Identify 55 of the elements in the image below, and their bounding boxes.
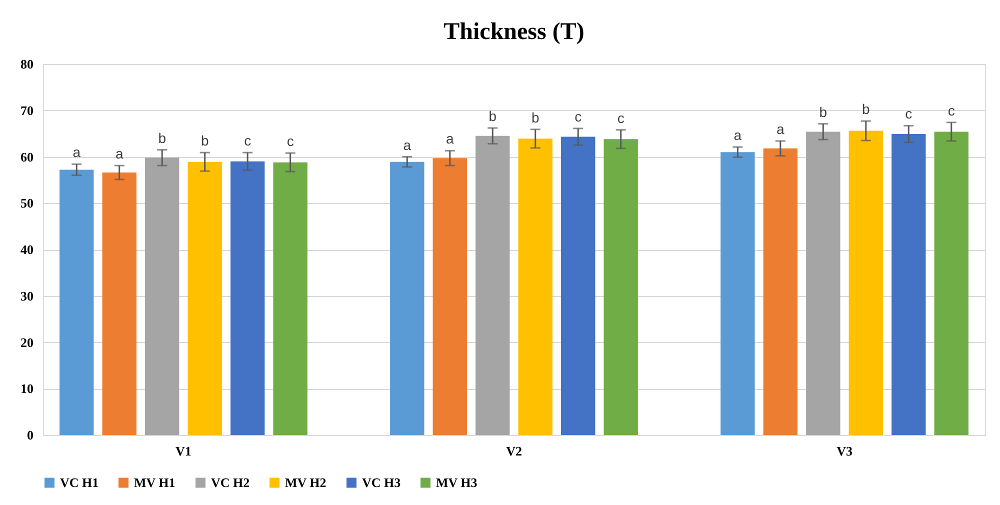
data-label: a <box>72 144 81 160</box>
bar <box>806 132 840 435</box>
bar <box>892 134 926 435</box>
data-label: b <box>488 108 497 124</box>
bar <box>230 161 265 435</box>
data-label: a <box>776 120 785 137</box>
data-label: c <box>617 110 624 126</box>
y-tick-label: 50 <box>20 196 34 211</box>
y-tick-label: 30 <box>20 288 34 304</box>
y-tick-label: 70 <box>20 102 34 118</box>
legend-label: MV H3 <box>436 474 478 490</box>
bar <box>518 138 552 435</box>
bar <box>390 162 424 435</box>
bar <box>848 130 883 435</box>
bar <box>432 158 467 435</box>
data-label: b <box>200 132 209 149</box>
bar <box>561 136 596 435</box>
data-label: a <box>446 130 454 147</box>
data-label: b <box>158 130 166 146</box>
data-label: c <box>244 132 252 149</box>
x-tick-label: V2 <box>506 444 522 458</box>
legend-label: VC H2 <box>211 474 250 490</box>
y-tick-label: 20 <box>20 334 34 350</box>
data-label: a <box>115 146 124 162</box>
y-tick-label: 60 <box>20 149 34 164</box>
bar <box>604 139 638 435</box>
bar <box>60 170 94 435</box>
y-tick-label: 40 <box>20 242 34 257</box>
data-label: c <box>948 102 955 118</box>
data-label: c <box>574 108 582 124</box>
bar <box>720 152 755 435</box>
bar <box>188 162 222 435</box>
legend-label: VC H1 <box>60 474 99 490</box>
legend-label: MV H1 <box>134 474 176 490</box>
y-tick-label: 80 <box>20 56 34 72</box>
bar <box>476 136 510 435</box>
bar <box>273 162 308 435</box>
bar <box>763 148 798 435</box>
data-label: a <box>734 127 742 144</box>
data-label: c <box>905 106 912 122</box>
bar <box>934 132 968 435</box>
y-tick-label: 0 <box>27 428 34 442</box>
legend-label: MV H2 <box>285 474 326 490</box>
data-label: b <box>531 109 540 126</box>
data-label: b <box>862 101 870 118</box>
chart-title: Thickness (T) <box>444 19 584 45</box>
legend-label: VC H3 <box>362 474 402 490</box>
x-tick-label: V3 <box>836 444 853 458</box>
data-label: c <box>286 133 294 150</box>
bar <box>102 172 136 435</box>
x-tick-label: V1 <box>176 444 192 458</box>
data-label: a <box>403 136 412 153</box>
data-label: b <box>819 104 828 120</box>
bar <box>145 158 180 435</box>
y-tick-label: 10 <box>20 381 34 396</box>
